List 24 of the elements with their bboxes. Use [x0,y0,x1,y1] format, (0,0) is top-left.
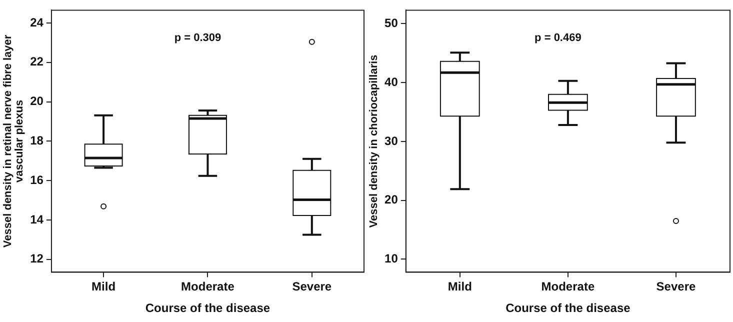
y-tick-label: 10 [384,252,398,266]
annotation: p = 0.469 [534,32,582,44]
y-tick-label: 22 [30,54,44,69]
x-tick-label: Mild [448,280,472,294]
x-tick-label: Severe [656,280,696,294]
y-tick-label: 20 [384,192,398,207]
y-tick-label: 30 [384,134,398,148]
x-tick-label: Moderate [181,280,235,294]
y-tick-label: 16 [30,172,44,187]
annotation: p = 0.309 [174,32,222,44]
y-tick-label: 24 [30,15,44,30]
y-tick-label: 12 [30,252,44,266]
x-tick-label: Moderate [541,280,595,294]
y-tick-label: 20 [30,94,44,108]
y-tick-label: 40 [384,74,398,89]
x-tick-label: Severe [292,280,332,294]
x-axis-title: Course of the disease [145,301,270,316]
y-tick-label: 18 [30,134,44,148]
y-tick-label: 14 [30,212,44,226]
x-tick-label: Mild [92,280,116,294]
y-axis-title: Vessel density in choriocapillaris [368,54,380,228]
x-axis-title: Course of the disease [506,301,631,316]
y-axis-title: Vessel density in retinal nerve fibre layer vascular plexus [2,34,26,248]
y-tick-label: 50 [384,16,398,30]
